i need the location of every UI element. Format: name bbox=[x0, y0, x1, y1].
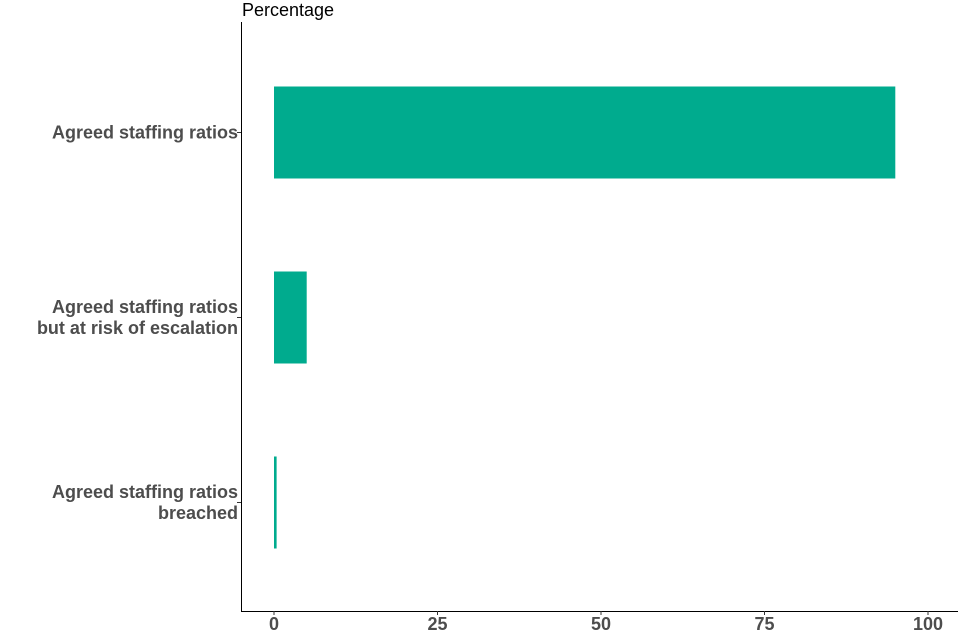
x-tick-label-100: 100 bbox=[913, 614, 943, 634]
axis-title: Percentage bbox=[242, 0, 334, 20]
category-label-3-line-1: Agreed staffing ratios bbox=[52, 482, 238, 502]
category-label-1-line-1: Agreed staffing ratios bbox=[52, 123, 238, 143]
category-labels: Agreed staffing ratios Agreed staffing ra… bbox=[37, 123, 238, 524]
category-label-2-line-2: but at risk of escalation bbox=[37, 318, 238, 338]
x-ticks: 0 25 50 75 100 bbox=[269, 611, 943, 634]
category-label-2-line-1: Agreed staffing ratios bbox=[52, 297, 238, 317]
x-tick-label-0: 0 bbox=[269, 614, 279, 634]
bar-1 bbox=[274, 86, 896, 179]
x-tick-label-25: 25 bbox=[427, 614, 447, 634]
bar-2 bbox=[274, 271, 307, 364]
x-tick-label-50: 50 bbox=[591, 614, 611, 634]
x-tick-label-75: 75 bbox=[754, 614, 774, 634]
category-label-3-line-2: breached bbox=[158, 503, 238, 523]
bar-3 bbox=[274, 456, 277, 549]
bars-group bbox=[237, 86, 896, 549]
